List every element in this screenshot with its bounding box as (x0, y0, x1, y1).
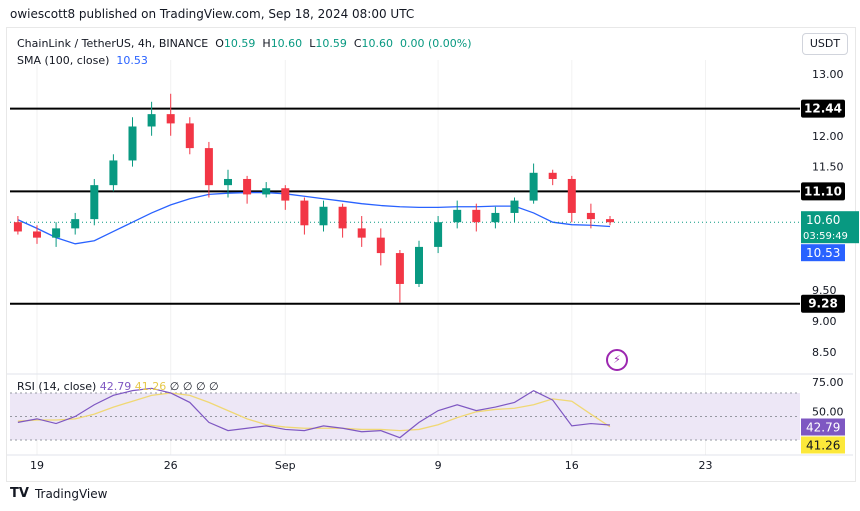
candle-body (243, 178, 252, 195)
low-label: L (309, 37, 316, 50)
candle-body (606, 219, 614, 223)
close-label: C (353, 37, 362, 50)
rsi-legend: RSI (14, close) 42.79 41.26 ∅ ∅ ∅ ∅ (17, 380, 219, 393)
low-value: 10.59 (315, 37, 347, 50)
candle-body (262, 188, 271, 195)
candle-body (434, 222, 443, 247)
rsi-legend-value: 42.79 (99, 380, 132, 393)
candle-body (109, 160, 118, 186)
candle-body (510, 200, 519, 213)
close-value: 10.60 (361, 37, 394, 50)
footer-brand[interactable]: TradingView (34, 486, 108, 501)
candle-body (71, 219, 80, 229)
candle-body (281, 188, 290, 201)
candle-body (415, 246, 423, 284)
time-tick-label: 9 (435, 459, 442, 472)
rsi-tick-label: 75.00 (812, 376, 844, 389)
price-tick-label: 9.50 (812, 284, 837, 297)
key-level-tag (801, 182, 845, 201)
candle-body (204, 148, 213, 186)
price-tick-label: 11.50 (812, 161, 844, 174)
candle-body (224, 178, 232, 186)
candle-body (319, 206, 328, 226)
time-tick-label: Sep (275, 459, 296, 472)
price-tick-label: 9.00 (812, 315, 837, 328)
countdown-timer: 03:59:49 (803, 231, 848, 242)
footer: TV TradingView (10, 486, 107, 501)
candle-body (52, 228, 61, 238)
open-value: 10.59 (223, 37, 256, 50)
tradingview-logo-icon[interactable]: TV (10, 486, 29, 501)
candle-body (491, 212, 500, 223)
rsi-legend-label[interactable]: RSI (14, close) (17, 380, 97, 393)
rsi-tick-label: 50.00 (812, 406, 844, 419)
rsi-line (17, 387, 611, 439)
candle-body (300, 200, 309, 226)
sma-line (17, 191, 611, 245)
rsi-legend-extra: ∅ ∅ ∅ ∅ (169, 380, 219, 393)
sma-legend-value: 10.53 (116, 54, 148, 67)
lightning-icon[interactable]: ⚡ (606, 349, 628, 371)
candle-body (33, 231, 41, 238)
last-price-value: 10.60 (806, 213, 840, 227)
time-tick-label: 19 (30, 459, 44, 472)
rsi-ma-legend-value: 41.26 (134, 380, 167, 393)
price-tick-label: 8.50 (812, 346, 837, 359)
candle-body (128, 126, 137, 161)
key-level-label: 11.10 (804, 184, 842, 198)
key-level-tag (801, 294, 845, 313)
candle-body (548, 172, 557, 179)
time-tick-label: 23 (699, 459, 713, 472)
candle-body (529, 172, 538, 201)
symbol-legend: ChainLink / TetherUS, 4h, BINANCE O10.59… (17, 35, 472, 69)
sma-legend-label[interactable]: SMA (100, close) (17, 54, 110, 67)
candle-body (453, 209, 462, 223)
candle-body (147, 114, 156, 127)
sma-price-value: 10.53 (806, 246, 840, 260)
candle-body (338, 206, 347, 229)
rsi-ma-tag (801, 436, 845, 454)
candle-body (166, 114, 175, 124)
sma-price-tag (801, 244, 845, 262)
high-label: H (262, 37, 271, 50)
last-price-tag (801, 211, 859, 244)
key-level-tag (801, 99, 845, 118)
candle-body (567, 178, 576, 213)
candle-body (395, 253, 404, 284)
time-tick-label: 26 (164, 459, 178, 472)
high-value: 10.60 (270, 37, 303, 50)
symbol-title: ChainLink / TetherUS, 4h, BINANCE (17, 37, 209, 50)
published-by: owiescott8 published on TradingView.com,… (10, 7, 415, 21)
key-level-label: 9.28 (808, 297, 838, 311)
key-level-label: 12.44 (804, 102, 842, 116)
chart-frame (6, 27, 856, 482)
candle-body (376, 237, 385, 254)
rsi-value-tag (801, 418, 845, 436)
candle-body (13, 222, 22, 232)
price-tick-label: 12.00 (812, 130, 844, 143)
change-value: 0.00 (0.00%) (400, 37, 472, 50)
time-tick-label: 16 (565, 459, 579, 472)
rsi-value: 42.79 (806, 421, 840, 435)
candle-body (185, 123, 194, 149)
candle-body (90, 185, 99, 220)
currency-button[interactable]: USDT (802, 33, 848, 55)
candle-body (586, 212, 595, 220)
candle-body (357, 228, 366, 238)
rsi-ma-value: 41.26 (806, 439, 840, 453)
price-tick-label: 13.00 (812, 68, 844, 81)
open-label: O (215, 37, 224, 50)
candle-body (472, 209, 481, 223)
